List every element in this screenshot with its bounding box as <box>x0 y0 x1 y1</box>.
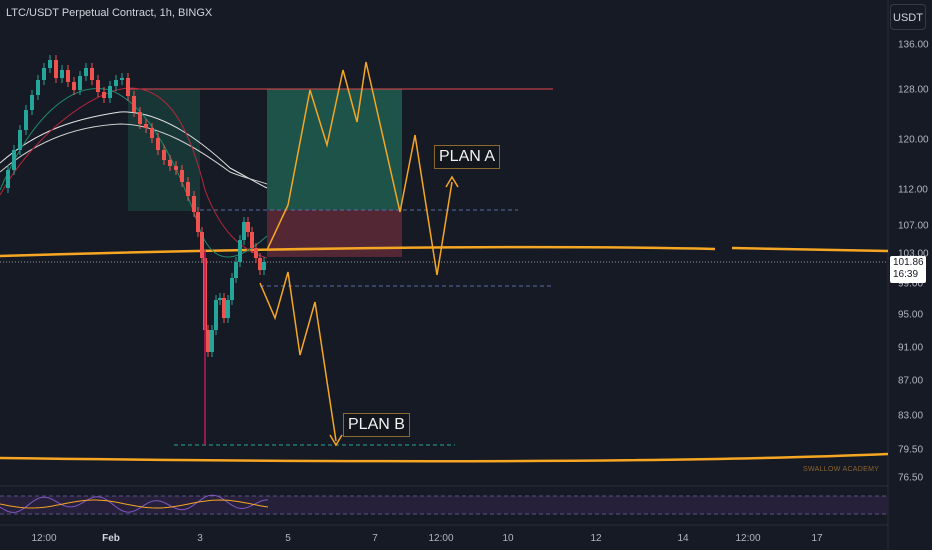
candle-body <box>78 76 82 90</box>
ma-red <box>0 87 268 259</box>
candle-body <box>114 80 118 86</box>
candle-body <box>258 258 262 270</box>
candle-body <box>138 112 142 124</box>
price-label: 136.00 <box>898 39 929 51</box>
candlestick-series <box>6 55 266 445</box>
candle-body <box>250 232 254 248</box>
time-label: 10 <box>502 533 514 544</box>
price-label: 112.00 <box>898 184 928 196</box>
price-label: 91.00 <box>898 342 924 354</box>
candle-body <box>12 150 16 170</box>
candle-countdown: 16:39 <box>893 269 919 280</box>
candle-body <box>90 68 94 80</box>
candle-body <box>246 222 250 232</box>
watermark: SWALLOW ACADEMY <box>803 466 880 473</box>
arrow-head-plan-a <box>445 175 459 188</box>
current-price-tag: 101.86 16:39 <box>890 256 926 283</box>
candle-body <box>24 110 28 130</box>
price-label: 87.00 <box>898 375 924 387</box>
projection-plan-b <box>259 271 337 442</box>
plan-a-label: PLAN A <box>434 145 501 169</box>
time-label: 12:00 <box>31 533 57 544</box>
candle-body <box>180 170 184 182</box>
candle-body <box>84 68 88 76</box>
candle-body <box>214 300 218 330</box>
candle-body <box>262 262 266 270</box>
candle-body <box>66 70 70 82</box>
candle-body <box>60 70 64 78</box>
candle-body <box>168 160 172 166</box>
candle-body <box>156 138 160 150</box>
time-label: Feb <box>102 533 120 544</box>
candle-body <box>206 330 210 352</box>
current-price-value: 101.86 <box>893 257 924 268</box>
time-label: 12 <box>590 533 602 544</box>
candle-body <box>226 300 230 318</box>
candle-body <box>102 92 106 98</box>
candle-body <box>222 298 226 318</box>
support-curve-upper <box>0 245 716 258</box>
price-label: 103.00 <box>898 248 929 260</box>
candle-body <box>210 330 214 352</box>
time-label: 5 <box>285 533 291 544</box>
candle-body <box>234 262 238 278</box>
candle-body <box>230 278 234 300</box>
ma-white-1 <box>0 111 268 189</box>
ma-white-2 <box>0 123 268 185</box>
candle-body <box>218 298 222 300</box>
price-label: 120.00 <box>898 134 929 146</box>
candle-body <box>238 240 242 262</box>
candle-body <box>196 212 200 232</box>
price-label: 128.00 <box>898 84 929 96</box>
plan-b-label: PLAN B <box>343 413 410 437</box>
price-label: 95.00 <box>898 309 924 321</box>
candle-body <box>6 170 10 188</box>
price-label: 76.50 <box>898 472 924 484</box>
chart-title: LTC/USDT Perpetual Contract, 1h, BINGX <box>6 7 213 19</box>
candle-body <box>254 248 258 258</box>
time-label: 7 <box>372 533 378 544</box>
candle-body <box>162 150 166 160</box>
candle-body <box>48 60 52 68</box>
price-label: 79.50 <box>898 444 924 456</box>
candle-body <box>242 222 246 240</box>
candle-body <box>144 124 148 128</box>
candle-body <box>54 60 58 78</box>
time-label: 17 <box>811 533 823 544</box>
price-label: 99.00 <box>898 278 924 290</box>
arrow-head-plan-b <box>329 434 343 447</box>
candle-body <box>120 78 124 80</box>
candle-body <box>96 80 100 92</box>
time-label: 3 <box>197 533 203 544</box>
time-label: 14 <box>677 533 689 544</box>
candle-body <box>126 78 130 96</box>
time-label: 12:00 <box>735 533 761 544</box>
candle-body <box>132 96 136 112</box>
candle-body <box>150 128 154 138</box>
price-label: 83.00 <box>898 410 924 422</box>
currency-button[interactable]: USDT <box>890 4 926 30</box>
candle-body <box>18 130 22 150</box>
oscillator-signal <box>0 499 269 509</box>
price-label: 107.00 <box>898 220 929 232</box>
candle-body <box>30 95 34 110</box>
oscillator-line <box>0 494 269 513</box>
support-curve-lower <box>0 452 889 463</box>
candle-body <box>186 182 190 196</box>
candle-body <box>200 232 204 258</box>
support-curve-upper-ext <box>731 246 889 253</box>
candle-body <box>72 82 76 90</box>
time-label: 12:00 <box>428 533 454 544</box>
candle-body <box>174 166 178 170</box>
candle-body <box>42 68 46 80</box>
candle-body <box>36 80 40 95</box>
candle-body <box>108 86 112 98</box>
candle-body <box>192 196 196 212</box>
projection-plan-a <box>266 61 453 276</box>
